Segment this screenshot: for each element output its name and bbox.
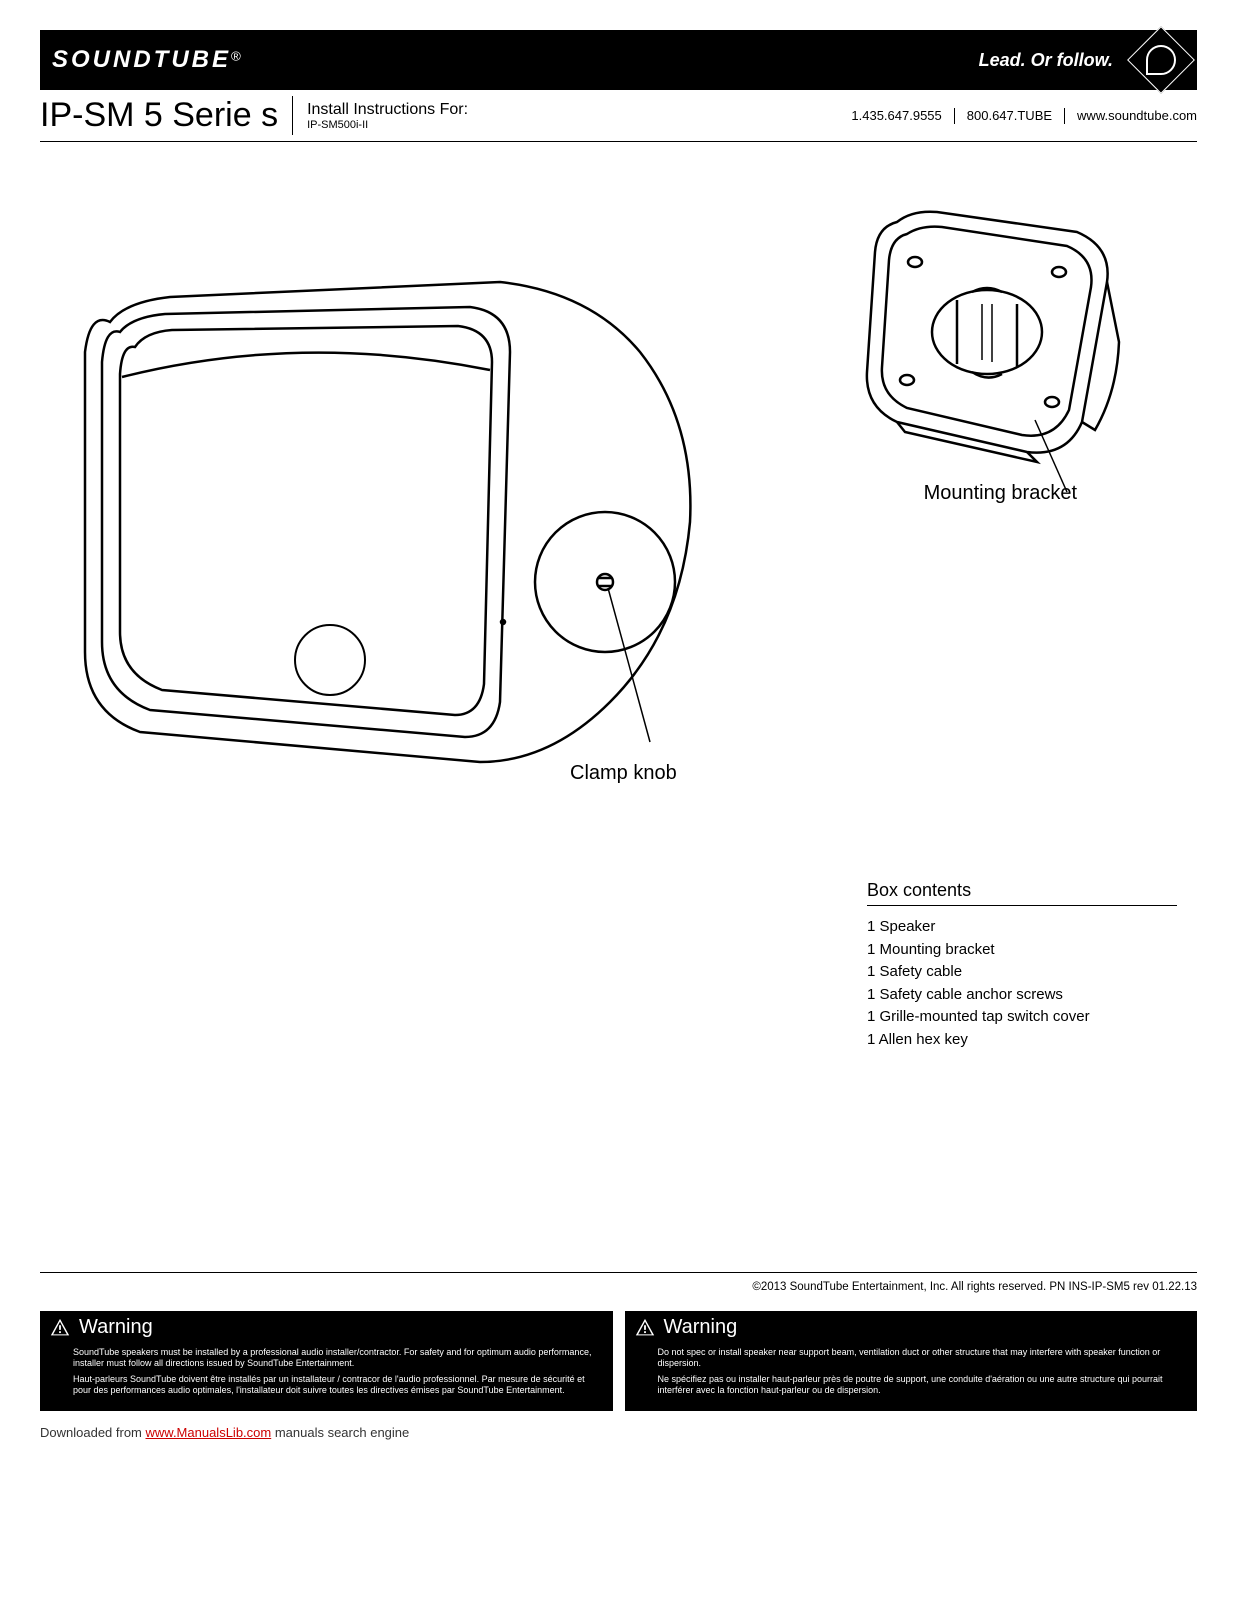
brand-text: SOUNDTUBE (52, 46, 231, 73)
list-item: 1 Mounting bracket (867, 939, 1177, 962)
watermark-link[interactable]: www.ManualsLib.com (146, 1425, 272, 1440)
tagline: Lead. Or follow. (979, 50, 1113, 71)
list-item: 1 Safety cable (867, 961, 1177, 984)
list-item: 1 Speaker (867, 916, 1177, 939)
top-bar: SOUNDTUBE® Lead. Or follow. (40, 30, 1197, 90)
warning-box-right: Warning Do not spec or install speaker n… (625, 1311, 1198, 1411)
copyright-line: ©2013 SoundTube Entertainment, Inc. All … (40, 1272, 1197, 1293)
brand-logo: SOUNDTUBE® (52, 46, 241, 74)
website-url: www.soundtube.com (1077, 108, 1197, 123)
warning-title: Warning (79, 1316, 153, 1339)
warnings-row: Warning SoundTube speakers must be insta… (40, 1311, 1197, 1411)
list-item: 1 Safety cable anchor screws (867, 984, 1177, 1007)
model-number: IP-SM500i-II (307, 119, 468, 131)
bracket-illustration (837, 192, 1137, 512)
warning-text-en: Do not spec or install speaker near supp… (658, 1347, 1187, 1370)
list-item: 1 Allen hex key (867, 1029, 1177, 1052)
box-contents-list: 1 Speaker 1 Mounting bracket 1 Safety ca… (867, 916, 1177, 1051)
contact-block: 1.435.647.9555 800.647.TUBE www.soundtub… (851, 96, 1197, 135)
instructions-label: Install Instructions For: (307, 101, 468, 119)
warning-icon (49, 1317, 71, 1339)
box-contents: Box contents 1 Speaker 1 Mounting bracke… (867, 880, 1177, 1051)
title-bar: IP-SM 5 Serie s Install Instructions For… (40, 92, 1197, 142)
list-item: 1 Grille-mounted tap switch cover (867, 1006, 1177, 1029)
brand-badge-icon (1127, 26, 1195, 94)
bracket-label: Mounting bracket (924, 482, 1077, 505)
registered-mark: ® (231, 49, 241, 64)
knob-label: Clamp knob (570, 762, 677, 785)
topbar-right: Lead. Or follow. (979, 36, 1185, 84)
phone-1: 1.435.647.9555 (851, 108, 941, 123)
warning-icon (634, 1317, 656, 1339)
warning-title: Warning (664, 1316, 738, 1339)
separator (954, 108, 955, 124)
warning-text-fr: Ne spécifiez pas ou installer haut-parle… (658, 1374, 1187, 1397)
watermark-prefix: Downloaded from (40, 1425, 146, 1440)
box-contents-heading: Box contents (867, 880, 1177, 906)
warning-box-left: Warning SoundTube speakers must be insta… (40, 1311, 613, 1411)
watermark: Downloaded from www.ManualsLib.com manua… (40, 1425, 1197, 1440)
phone-2: 800.647.TUBE (967, 108, 1052, 123)
speaker-illustration (50, 202, 750, 842)
subtitle-block: Install Instructions For: IP-SM500i-II (293, 96, 468, 135)
separator (1064, 108, 1065, 124)
warning-text-en: SoundTube speakers must be installed by … (73, 1347, 602, 1370)
warning-text-fr: Haut-parleurs SoundTube doivent être ins… (73, 1374, 602, 1397)
watermark-suffix: manuals search engine (271, 1425, 409, 1440)
series-title: IP-SM 5 Serie s (40, 96, 293, 135)
